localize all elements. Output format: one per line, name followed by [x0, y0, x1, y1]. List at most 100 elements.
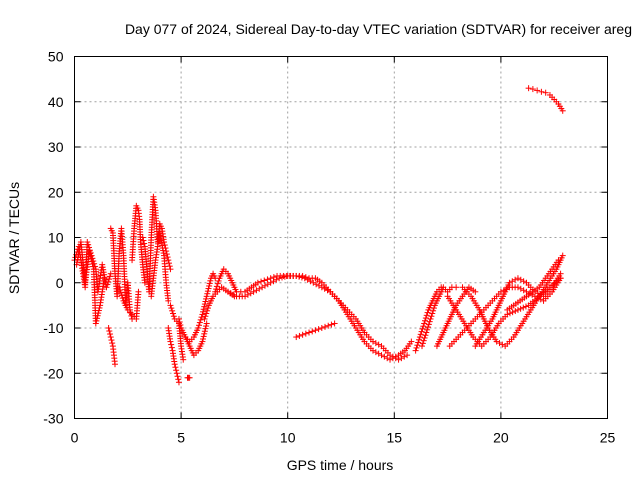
data-point — [180, 356, 187, 363]
data-point — [281, 273, 288, 280]
data-point — [422, 332, 429, 339]
data-point — [313, 281, 320, 288]
data-point — [165, 297, 172, 304]
data-point — [90, 263, 97, 270]
data-point — [520, 287, 527, 294]
data-point — [392, 355, 399, 362]
data-point — [230, 291, 237, 298]
data-point — [203, 323, 210, 330]
data-point — [514, 306, 521, 313]
data-points — [71, 85, 566, 386]
data-point — [197, 316, 204, 323]
data-point — [166, 260, 173, 267]
data-point — [106, 328, 113, 335]
data-point — [420, 323, 427, 330]
data-point — [93, 317, 100, 324]
data-point — [315, 282, 322, 289]
data-point — [206, 280, 213, 287]
data-point — [499, 341, 506, 348]
data-point — [293, 272, 300, 279]
data-point — [254, 279, 261, 286]
data-point — [202, 298, 209, 305]
data-point — [206, 282, 213, 289]
data-point — [204, 290, 211, 297]
data-point — [415, 339, 422, 346]
data-point — [517, 276, 524, 283]
data-point — [428, 313, 435, 320]
data-point — [117, 286, 124, 293]
data-point — [514, 275, 521, 282]
data-point — [509, 309, 516, 316]
data-point — [104, 281, 111, 288]
data-point — [108, 337, 115, 344]
data-point — [423, 329, 430, 336]
data-point — [559, 252, 566, 259]
data-point — [205, 285, 212, 292]
data-point — [199, 338, 206, 345]
data-point — [325, 322, 332, 329]
y-tick-label: 40 — [48, 94, 64, 110]
data-point — [175, 315, 182, 322]
data-point — [404, 352, 411, 359]
data-point — [309, 328, 316, 335]
data-point — [196, 322, 203, 329]
data-point — [167, 266, 174, 273]
data-point — [375, 341, 382, 348]
data-point — [92, 320, 99, 327]
data-point — [264, 281, 271, 288]
data-point — [215, 277, 222, 284]
data-point — [296, 273, 303, 280]
data-point — [139, 234, 146, 241]
data-point — [203, 293, 210, 300]
data-point — [496, 340, 503, 347]
data-point — [267, 279, 274, 286]
data-point — [372, 349, 379, 356]
data-point — [101, 275, 108, 282]
data-point — [112, 361, 119, 368]
data-point — [418, 328, 425, 335]
y-axis-label: SDTVAR / TECUs — [6, 182, 22, 294]
data-point — [321, 285, 328, 292]
data-point — [298, 274, 305, 281]
data-point — [424, 309, 431, 316]
data-point — [279, 274, 286, 281]
data-point — [203, 295, 210, 302]
data-point — [169, 310, 176, 317]
data-point — [520, 278, 527, 285]
data-point — [258, 278, 265, 285]
data-point — [212, 288, 219, 295]
data-point — [85, 241, 92, 248]
data-point — [430, 307, 437, 314]
y-tick-label: 50 — [48, 49, 64, 65]
data-point — [514, 284, 521, 291]
data-point — [207, 277, 214, 284]
data-point — [107, 334, 114, 341]
data-point — [384, 355, 391, 362]
data-point — [324, 287, 331, 294]
data-point — [103, 284, 110, 291]
data-point — [201, 301, 208, 308]
data-point — [429, 310, 436, 317]
data-point — [427, 315, 434, 322]
data-point — [372, 340, 379, 347]
data-point — [417, 331, 424, 338]
data-point — [331, 320, 338, 327]
data-point — [420, 337, 427, 344]
data-point — [381, 353, 388, 360]
data-point — [170, 313, 177, 320]
data-point — [203, 320, 210, 327]
data-point — [96, 304, 103, 311]
data-point — [165, 257, 172, 264]
data-point — [202, 325, 209, 332]
y-tick-labels: -30 -20 -10 0 10 20 30 40 50 — [43, 49, 63, 427]
data-point — [175, 376, 182, 383]
data-point — [202, 313, 209, 320]
data-point — [141, 240, 148, 247]
y-tick-label: -20 — [43, 365, 63, 381]
data-point — [422, 315, 429, 322]
data-point — [276, 275, 283, 282]
data-point — [203, 310, 210, 317]
data-point — [256, 285, 263, 292]
data-point — [168, 341, 175, 348]
